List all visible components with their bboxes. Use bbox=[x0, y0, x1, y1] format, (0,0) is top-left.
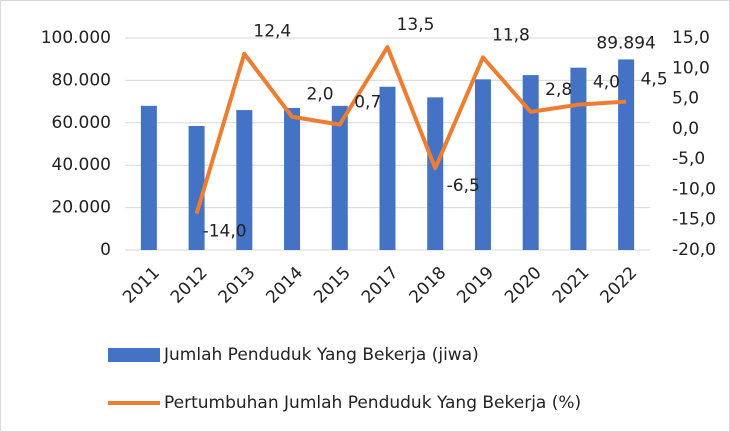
y-tick-label: 40.000 bbox=[52, 155, 111, 175]
y2-tick-label: 15,0 bbox=[672, 28, 710, 48]
data-label: 4,0 bbox=[593, 73, 620, 93]
data-label: 0,7 bbox=[354, 93, 381, 113]
data-label: -14,0 bbox=[203, 222, 247, 242]
y-tick-label: 60.000 bbox=[52, 113, 111, 133]
data-label: 4,5 bbox=[641, 70, 668, 90]
bar bbox=[331, 105, 348, 250]
data-label: -6,5 bbox=[447, 176, 480, 196]
bar bbox=[570, 67, 587, 251]
legend-swatch bbox=[108, 348, 160, 362]
line bbox=[194, 45, 627, 215]
y2-tick-label: -5,0 bbox=[672, 149, 705, 169]
bar bbox=[284, 107, 301, 251]
bar bbox=[379, 86, 396, 250]
legend-label: Jumlah Penduduk Yang Bekerja (jiwa) bbox=[163, 345, 479, 365]
y-tick-label: 100.000 bbox=[41, 28, 111, 48]
legend-label: Pertumbuhan Jumlah Penduduk Yang Bekerja… bbox=[164, 393, 581, 413]
data-label: 2,8 bbox=[545, 80, 572, 100]
bar bbox=[522, 75, 539, 250]
y-tick-label: 80.000 bbox=[52, 70, 111, 90]
y-tick-label: 0 bbox=[100, 240, 111, 260]
bar bbox=[427, 97, 444, 250]
bar bbox=[474, 79, 491, 250]
bar bbox=[236, 110, 253, 250]
data-label: 89.894 bbox=[596, 33, 655, 53]
bar bbox=[188, 125, 205, 250]
y2-tick-label: -20,0 bbox=[672, 240, 716, 260]
y-tick-label: 20.000 bbox=[52, 198, 111, 218]
bar bbox=[140, 105, 157, 250]
data-label: 13,5 bbox=[397, 15, 435, 35]
y2-tick-label: 5,0 bbox=[672, 89, 699, 109]
y2-tick-label: 0,0 bbox=[672, 119, 699, 139]
bar bbox=[618, 59, 635, 251]
data-label: 2,0 bbox=[307, 85, 334, 105]
data-label: 12,4 bbox=[253, 22, 291, 42]
y2-tick-label: 10,0 bbox=[672, 58, 710, 78]
data-label: 11,8 bbox=[492, 25, 530, 45]
y2-tick-label: -15,0 bbox=[672, 210, 716, 230]
y2-tick-label: -10,0 bbox=[672, 179, 716, 199]
